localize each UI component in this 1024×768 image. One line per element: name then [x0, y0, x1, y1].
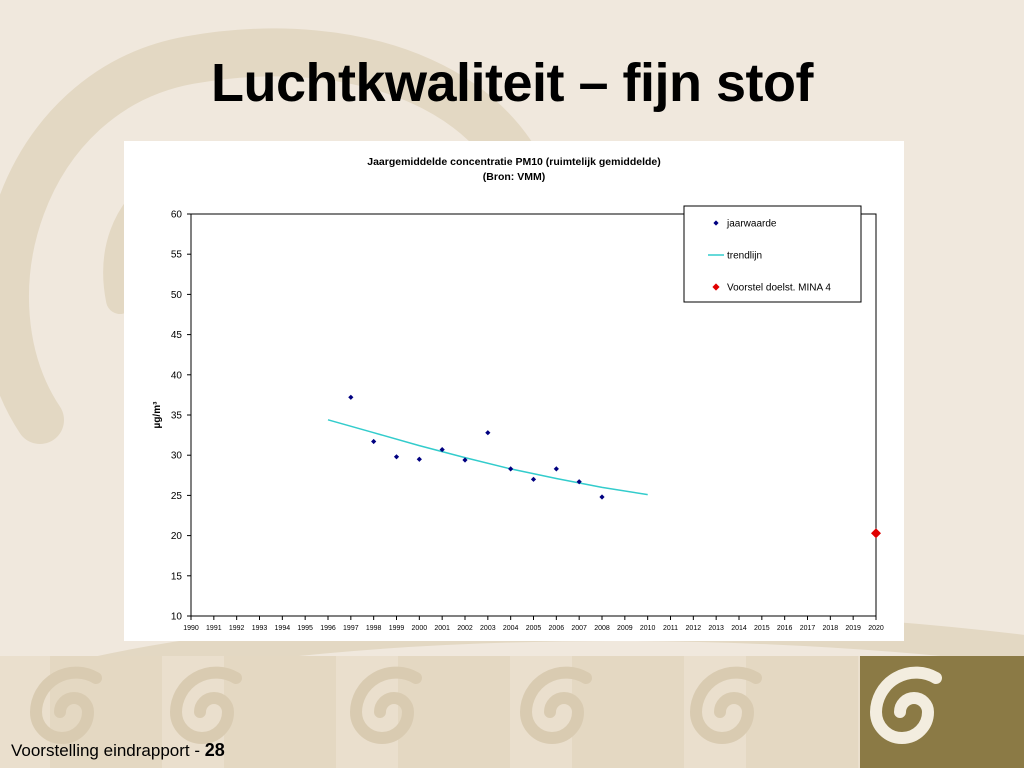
slide-title: Luchtkwaliteit – fijn stof [210, 53, 814, 113]
data-point [439, 446, 445, 453]
x-tick-label: 2018 [823, 625, 839, 632]
data-point [530, 476, 537, 482]
x-tick-label: 2004 [503, 625, 519, 632]
x-tick-label: 1997 [343, 625, 359, 632]
x-tick-label: 2007 [571, 625, 587, 632]
y-tick-label: 30 [171, 451, 183, 462]
x-tick-label: 2014 [731, 625, 747, 632]
x-tick-label: 1994 [275, 625, 291, 632]
spiral-icon [169, 666, 242, 744]
chart-subtitle: (Bron: VMM) [482, 171, 546, 183]
y-tick-label: 25 [171, 491, 183, 502]
y-axis-label: µg/m³ [152, 401, 163, 429]
y-tick-label: 15 [171, 571, 183, 582]
y-tick-label: 45 [171, 330, 183, 341]
y-tick-label: 50 [171, 290, 183, 301]
legend-marker-target [712, 283, 720, 291]
x-tick-label: 1995 [297, 625, 313, 632]
chart-svg: 10 15 20 25 30 35 40 45 50 55 60 1990 1991 1992 1993 19… [152, 205, 884, 632]
x-tick-label: 2017 [800, 625, 816, 632]
data-point [599, 494, 605, 500]
y-tick-label: 40 [171, 370, 183, 381]
data-point [462, 457, 468, 463]
x-tick-label: 2013 [708, 625, 724, 632]
data-point [485, 430, 491, 436]
footer-label: Voorstelling eindrapport - [11, 741, 205, 760]
x-tick-label: 2016 [777, 625, 793, 632]
page-number: 28 [204, 740, 225, 760]
spiral-strip [0, 656, 1024, 768]
chart-panel: 10 15 20 25 30 35 40 45 50 55 60 1990 1991 1992 1993 19… [124, 141, 904, 641]
x-tick-label: 2020 [868, 625, 884, 632]
x-tick-label: 2011 [663, 625, 678, 632]
x-tick-label: 1992 [229, 625, 245, 632]
x-tick-label: 1991 [206, 625, 222, 632]
x-tick-label: 2019 [845, 625, 861, 632]
legend-label: jaarwaarde [726, 219, 777, 230]
y-tick-label: 60 [171, 210, 183, 221]
spiral-icon [349, 666, 422, 744]
legend-label: trendlijn [727, 251, 762, 262]
footer: Voorstelling eindrapport - 28 [11, 740, 225, 761]
x-tick-label: 1999 [389, 625, 405, 632]
spiral-icon [689, 666, 762, 744]
data-point [553, 466, 559, 472]
x-tick-label: 1990 [183, 625, 199, 632]
x-tick-label: 2008 [594, 625, 610, 632]
legend: jaarwaarde trendlijn Voorstel doelst. MINA… [683, 205, 862, 303]
data-point [576, 479, 582, 485]
trendline [327, 419, 648, 496]
x-tick-label: 2012 [686, 625, 702, 632]
x-tick-label: 2005 [526, 625, 542, 632]
y-tick-label: 55 [171, 250, 183, 261]
x-tick-label: 2015 [754, 625, 770, 632]
y-tick-label: 10 [171, 612, 183, 623]
spiral-icon [869, 666, 942, 744]
x-tick-label: 1998 [366, 625, 382, 632]
spiral-icon [519, 666, 592, 744]
x-tick-label: 2003 [480, 625, 496, 632]
x-tick-label: 2001 [434, 625, 450, 632]
x-tick-label: 2002 [457, 625, 473, 632]
x-tick-label: 2006 [549, 625, 565, 632]
data-point [416, 456, 422, 462]
x-tick-label: 2000 [412, 625, 428, 632]
data-point [393, 454, 400, 460]
legend-marker-jaarwaarde [713, 220, 719, 226]
chart-title: Jaargemiddelde concentratie PM10 (ruimte… [367, 156, 661, 168]
x-tick-label: 1996 [320, 625, 336, 632]
y-tick-label: 20 [171, 531, 183, 542]
x-tick-label: 2010 [640, 625, 656, 632]
x-tick-label: 1993 [252, 625, 268, 632]
y-tick-label: 35 [171, 411, 183, 422]
data-point [508, 466, 514, 472]
legend-label: Voorstel doelst. MINA 4 [727, 283, 831, 294]
spiral-icon [29, 666, 102, 744]
target-point [871, 528, 881, 539]
x-tick-label: 2009 [617, 625, 633, 632]
